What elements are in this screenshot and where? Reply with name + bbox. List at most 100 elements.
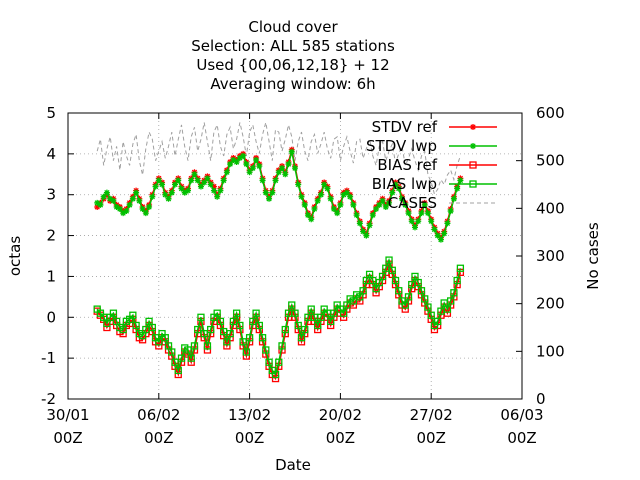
data-point xyxy=(165,195,172,202)
y2-tick-label: 200 xyxy=(536,295,565,313)
data-point xyxy=(443,305,452,313)
legend-label: STDV ref xyxy=(372,118,438,136)
x-tick-label-date: 06/03 xyxy=(500,406,543,424)
data-point xyxy=(174,366,182,375)
x-tick-label-date: 20/02 xyxy=(319,406,362,424)
data-point xyxy=(327,195,334,202)
data-point xyxy=(187,354,195,362)
data-point xyxy=(314,197,321,204)
data-point xyxy=(353,212,360,219)
data-point xyxy=(343,189,350,196)
data-point xyxy=(282,171,289,178)
data-point xyxy=(171,358,179,366)
data-point xyxy=(168,189,175,196)
data-point xyxy=(203,346,212,354)
legend-label: STDV lwp xyxy=(366,137,437,155)
grid xyxy=(68,113,522,399)
data-point xyxy=(411,224,418,231)
data-point xyxy=(210,183,217,190)
data-point xyxy=(298,193,305,200)
data-point xyxy=(110,197,117,204)
title-line: Used {00,06,12,18} + 12 xyxy=(196,56,389,74)
data-point xyxy=(292,165,298,172)
data-point xyxy=(230,156,237,163)
data-point xyxy=(417,287,426,295)
legend-marker xyxy=(470,124,476,130)
data-point xyxy=(271,370,280,379)
data-point xyxy=(253,156,260,163)
data-point xyxy=(301,201,308,208)
data-point xyxy=(255,321,263,330)
data-point xyxy=(146,203,153,210)
series-line xyxy=(96,257,462,377)
data-point xyxy=(285,161,292,168)
legend-item: STDV ref xyxy=(372,118,497,136)
data-point xyxy=(214,193,221,200)
y2-tick-label: 400 xyxy=(536,199,565,217)
data-point xyxy=(181,189,188,196)
data-point xyxy=(207,325,215,334)
data-point xyxy=(123,208,130,215)
data-point xyxy=(428,218,435,225)
data-point xyxy=(301,325,309,334)
data-point xyxy=(107,195,114,202)
data-point xyxy=(288,148,295,155)
data-point xyxy=(245,334,254,342)
data-point xyxy=(100,193,107,200)
data-point xyxy=(421,295,429,303)
series-stdv-lwp xyxy=(94,148,464,243)
data-point xyxy=(418,210,425,217)
data-point xyxy=(216,317,225,326)
data-point xyxy=(94,199,101,206)
data-point xyxy=(447,297,455,305)
x-tick-label-time: 00Z xyxy=(326,429,355,447)
data-point xyxy=(457,177,464,184)
data-point xyxy=(197,313,205,321)
y-tick-label: 1 xyxy=(46,267,56,285)
data-point xyxy=(120,210,127,217)
data-point xyxy=(184,187,191,194)
y-axis-label: octas xyxy=(6,236,24,276)
data-point xyxy=(450,289,458,297)
data-point xyxy=(385,256,393,264)
data-point xyxy=(317,191,324,198)
data-point xyxy=(304,212,311,219)
data-point xyxy=(177,354,186,362)
data-point xyxy=(262,189,269,196)
legend-item: BIAS ref xyxy=(377,156,497,174)
x-tick-label-date: 30/01 xyxy=(46,406,89,424)
series-line xyxy=(96,122,461,196)
data-point xyxy=(373,206,380,213)
data-point xyxy=(129,195,136,202)
data-point xyxy=(155,177,162,184)
data-point xyxy=(339,309,348,317)
data-point xyxy=(441,230,448,237)
data-point xyxy=(275,169,282,176)
data-point xyxy=(252,309,260,317)
data-point xyxy=(116,206,123,213)
legend-item: BIAS lwp xyxy=(372,175,497,193)
data-point xyxy=(431,226,438,233)
y2-axis-label: No cases xyxy=(584,222,602,290)
title-line: Selection: ALL 585 stations xyxy=(191,37,395,55)
data-point xyxy=(190,342,199,350)
data-point xyxy=(265,358,273,366)
data-point xyxy=(366,222,373,229)
data-point xyxy=(321,181,328,188)
data-point xyxy=(204,175,211,182)
data-point xyxy=(291,309,299,317)
data-point xyxy=(382,203,389,210)
data-point xyxy=(392,181,399,188)
data-point xyxy=(136,197,143,204)
data-point xyxy=(129,311,137,319)
data-point xyxy=(327,317,335,326)
data-point xyxy=(133,189,140,196)
legend-marker xyxy=(470,143,476,149)
data-point xyxy=(334,210,341,217)
data-point xyxy=(226,329,234,338)
data-point xyxy=(139,206,146,213)
data-point xyxy=(376,201,383,208)
data-point xyxy=(297,334,306,342)
data-point xyxy=(161,334,169,342)
